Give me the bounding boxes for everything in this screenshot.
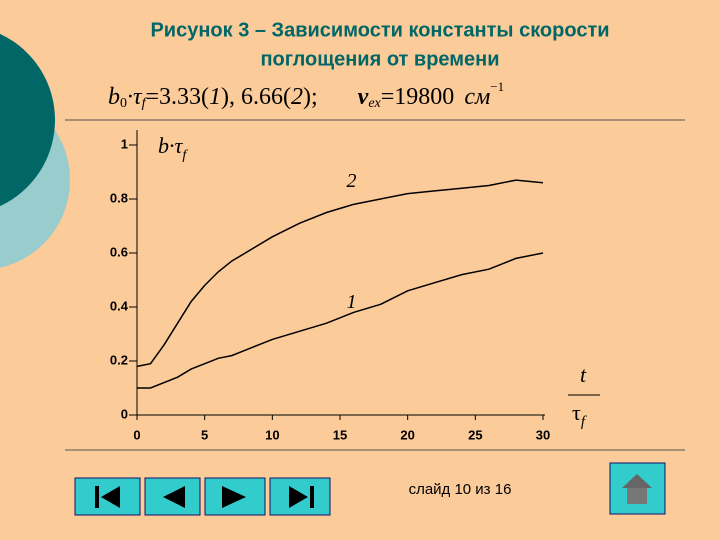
y-tick-label: 0.2 [110, 352, 128, 367]
title-line: поглощения от времени [260, 48, 499, 70]
y-tick-label: 0.6 [110, 244, 128, 259]
nav-last[interactable] [269, 477, 331, 516]
formula: b0·τf=3.33(1), 6.66(2); νex=19800 см−1 [108, 79, 504, 111]
nav-first[interactable] [74, 477, 141, 516]
x-tick-label: 30 [536, 427, 550, 442]
nav-prev[interactable] [144, 477, 201, 516]
x-tick-label: 10 [265, 427, 279, 442]
series-line [137, 252, 544, 389]
series-label: 2 [346, 170, 356, 192]
x-axis-label: τf [572, 400, 587, 430]
y-axis-label: b·τf [158, 133, 188, 163]
y-tick-label: 0 [121, 406, 128, 421]
x-tick-label: 20 [400, 427, 414, 442]
x-tick-label: 5 [201, 427, 208, 442]
x-tick-label: 25 [468, 427, 482, 442]
x-tick-label: 0 [133, 427, 140, 442]
slide-counter: слайд 10 из 16 [409, 481, 512, 498]
title-line: Рисунок 3 – Зависимости константы скорос… [150, 19, 609, 41]
nav-home[interactable] [609, 462, 666, 515]
y-tick-label: 0.4 [110, 298, 129, 313]
y-tick-label: 1 [121, 136, 128, 151]
series-line [136, 179, 544, 368]
y-tick-label: 0.8 [110, 190, 128, 205]
series-label: 1 [346, 291, 356, 313]
decor-circle [0, 33, 55, 207]
x-axis-label: t [580, 362, 587, 387]
x-tick-label: 15 [333, 427, 347, 442]
nav-next[interactable] [204, 477, 266, 516]
